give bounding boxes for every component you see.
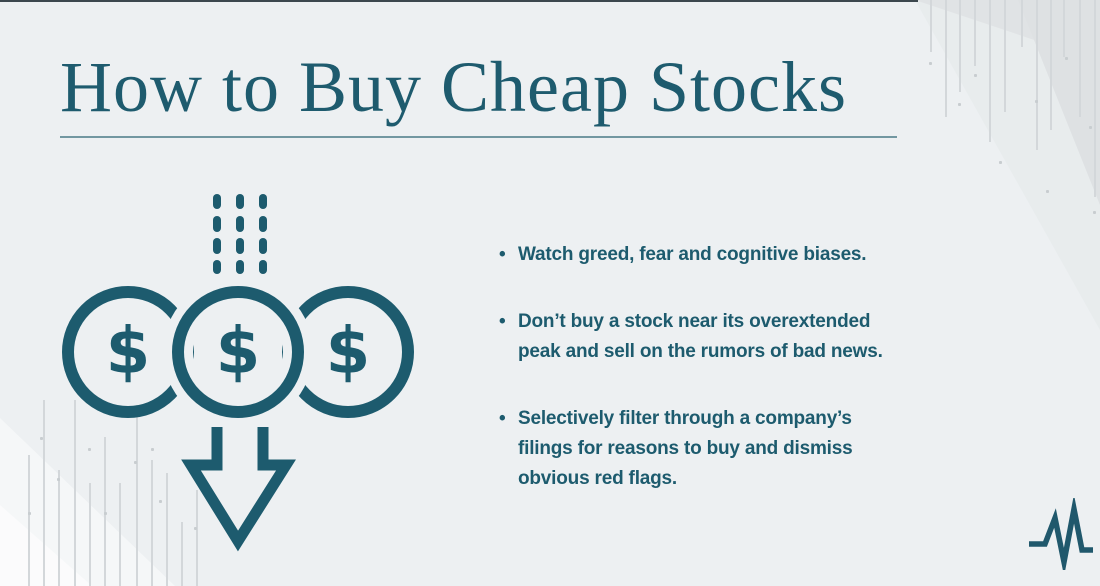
decor-dot: [1065, 57, 1068, 60]
right-shade-triangle: [915, 0, 1100, 330]
decor-line: [181, 522, 183, 586]
decor-line: [136, 405, 138, 586]
dollar-symbol-right: $: [326, 315, 371, 389]
top-right-corner-triangle: [1018, 0, 1100, 205]
decor-dot: [1089, 126, 1092, 129]
list-item: Selectively filter through a company’s f…: [498, 404, 928, 494]
decor-line: [1094, 0, 1096, 197]
top-accent-bar: [0, 0, 918, 2]
decor-line: [1079, 0, 1081, 117]
decor-dot: [159, 500, 162, 503]
decor-line: [930, 0, 932, 52]
pulse-m-logo-icon: [1029, 498, 1093, 570]
dollar-symbol-left: $: [106, 315, 151, 389]
decor-line: [1050, 0, 1052, 130]
decor-line: [196, 490, 198, 586]
decor-line: [89, 483, 91, 586]
page-title: How to Buy Cheap Stocks: [60, 47, 847, 127]
decor-line: [119, 483, 121, 586]
down-arrow-icon: [181, 427, 296, 552]
decor-line: [28, 455, 30, 586]
decor-dot: [88, 448, 91, 451]
decor-dot: [999, 161, 1002, 164]
top-right-triangle: [915, 0, 1100, 62]
decor-line: [959, 0, 961, 92]
decor-line: [1063, 0, 1065, 57]
bullet-text: obvious red flags.: [518, 468, 677, 489]
decor-line: [989, 0, 991, 142]
dollar-coin-middle-icon: [172, 286, 304, 418]
bottom-left-corner-triangle: [0, 505, 92, 586]
decor-line: [945, 0, 947, 117]
dollar-coin-middle-halo: [163, 277, 313, 427]
decor-dot: [1046, 190, 1049, 193]
decor-dot: [134, 461, 137, 464]
decor-line: [104, 437, 106, 586]
falling-dots-pattern-icon: [213, 194, 267, 274]
bullet-text: peak and sell on the rumors of bad news.: [518, 341, 883, 362]
decor-dot: [974, 74, 977, 77]
decor-dot: [104, 512, 107, 515]
decor-line: [151, 460, 153, 586]
decor-dot: [1093, 211, 1096, 214]
decor-dot: [1035, 100, 1038, 103]
decor-line: [43, 400, 45, 586]
decor-dot: [28, 512, 31, 515]
decor-line: [74, 400, 76, 586]
decor-line: [974, 0, 976, 66]
decor-line: [1021, 0, 1023, 47]
tips-list: Watch greed, fear and cognitive biases. …: [498, 240, 928, 531]
decor-dot: [929, 62, 932, 65]
list-item: Watch greed, fear and cognitive biases.: [498, 240, 928, 270]
decor-dot: [151, 448, 154, 451]
bullet-text: Selectively filter through a company’s: [518, 408, 852, 429]
dollar-symbol-middle: $: [216, 315, 261, 389]
dollar-coin-right-icon: [282, 286, 414, 418]
bullet-text: filings for reasons to buy and dismiss: [518, 438, 853, 459]
decor-dot: [194, 527, 197, 530]
dollar-coin-left-icon: [62, 286, 194, 418]
decor-line: [1004, 0, 1006, 112]
title-underline: [60, 136, 897, 138]
list-item: Don’t buy a stock near its overextended …: [498, 307, 928, 367]
decor-line: [1036, 0, 1038, 150]
decor-dot: [40, 437, 43, 440]
decor-line: [166, 473, 168, 586]
decor-dot: [57, 478, 60, 481]
bottom-left-triangle: [0, 418, 175, 586]
bullet-text: Watch greed, fear and cognitive biases.: [518, 244, 867, 265]
decor-dot: [958, 103, 961, 106]
bullet-text: Don’t buy a stock near its overextended: [518, 311, 871, 332]
decor-line: [58, 470, 60, 586]
